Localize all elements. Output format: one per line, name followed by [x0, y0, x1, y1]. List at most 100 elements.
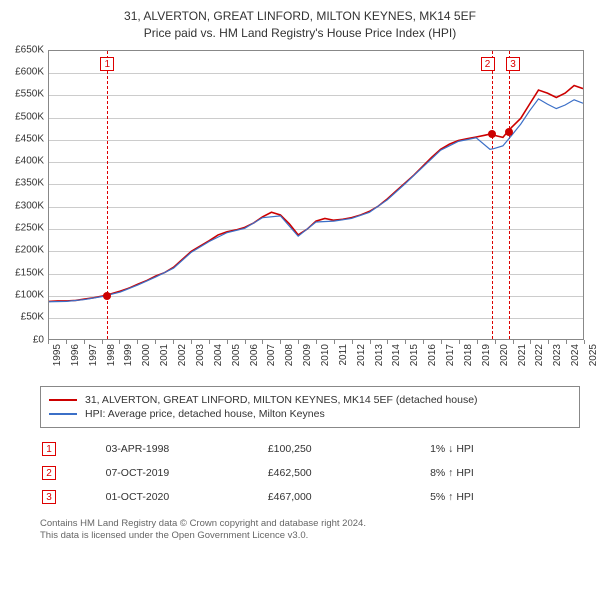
- x-tick: [352, 340, 353, 344]
- legend-label: 31, ALVERTON, GREAT LINFORD, MILTON KEYN…: [85, 394, 478, 406]
- legend: 31, ALVERTON, GREAT LINFORD, MILTON KEYN…: [40, 386, 580, 428]
- x-axis-label: 2014: [391, 344, 402, 384]
- legend-swatch: [49, 413, 77, 415]
- x-axis-label: 2008: [284, 344, 295, 384]
- x-axis-label: 2020: [499, 344, 510, 384]
- x-tick: [209, 340, 210, 344]
- x-axis-label: 2019: [481, 344, 492, 384]
- x-axis-label: 2017: [445, 344, 456, 384]
- x-axis-label: 2005: [231, 344, 242, 384]
- x-axis-label: 2025: [588, 344, 599, 384]
- event-price: £462,500: [268, 462, 428, 484]
- x-axis-label: 2007: [266, 344, 277, 384]
- legend-swatch: [49, 399, 77, 401]
- event-delta: 8% ↑ HPI: [430, 462, 578, 484]
- x-axis-label: 2006: [249, 344, 260, 384]
- x-tick: [191, 340, 192, 344]
- y-axis-label: £300K: [4, 200, 44, 211]
- x-axis-label: 2011: [338, 344, 349, 384]
- x-axis-label: 1997: [88, 344, 99, 384]
- series-hpi: [49, 98, 583, 301]
- legend-label: HPI: Average price, detached house, Milt…: [85, 408, 325, 420]
- x-axis-label: 2018: [463, 344, 474, 384]
- x-tick: [119, 340, 120, 344]
- x-tick: [441, 340, 442, 344]
- x-axis-label: 1995: [52, 344, 63, 384]
- event-price: £467,000: [268, 486, 428, 508]
- y-axis-label: £150K: [4, 267, 44, 278]
- y-axis-label: £500K: [4, 111, 44, 122]
- series-svg: [49, 51, 583, 339]
- x-tick: [548, 340, 549, 344]
- title-line-1: 31, ALVERTON, GREAT LINFORD, MILTON KEYN…: [0, 8, 600, 25]
- y-axis-label: £650K: [4, 44, 44, 55]
- x-axis-label: 2009: [302, 344, 313, 384]
- event-row: 301-OCT-2020£467,0005% ↑ HPI: [42, 486, 578, 508]
- event-date: 03-APR-1998: [106, 438, 266, 460]
- x-axis-label: 1999: [123, 344, 134, 384]
- x-tick: [423, 340, 424, 344]
- x-tick: [566, 340, 567, 344]
- plot-area: 123: [48, 50, 584, 340]
- y-axis-label: £550K: [4, 89, 44, 100]
- x-tick: [405, 340, 406, 344]
- event-row: 2 07-OCT-2019£462,5008% ↑ HPI: [42, 462, 578, 484]
- x-tick: [66, 340, 67, 344]
- chart-title-block: 31, ALVERTON, GREAT LINFORD, MILTON KEYN…: [0, 0, 600, 42]
- x-axis-label: 2021: [517, 344, 528, 384]
- y-axis-label: £100K: [4, 289, 44, 300]
- footer-line-1: Contains HM Land Registry data © Crown c…: [40, 518, 592, 530]
- y-axis-label: £50K: [4, 312, 44, 323]
- y-axis-label: £400K: [4, 156, 44, 167]
- x-tick: [459, 340, 460, 344]
- sale-marker: [103, 292, 111, 300]
- x-tick: [262, 340, 263, 344]
- legend-item: 31, ALVERTON, GREAT LINFORD, MILTON KEYN…: [49, 394, 571, 406]
- x-tick: [48, 340, 49, 344]
- event-tag-cell: 3: [42, 490, 56, 504]
- x-axis-label: 2012: [356, 344, 367, 384]
- x-tick: [137, 340, 138, 344]
- x-tick: [370, 340, 371, 344]
- x-tick: [387, 340, 388, 344]
- x-axis-label: 2023: [552, 344, 563, 384]
- x-axis-label: 1996: [70, 344, 81, 384]
- x-axis-label: 2002: [177, 344, 188, 384]
- x-axis-label: 2004: [213, 344, 224, 384]
- title-line-2: Price paid vs. HM Land Registry's House …: [0, 25, 600, 42]
- x-axis-label: 2003: [195, 344, 206, 384]
- x-tick: [495, 340, 496, 344]
- x-tick: [155, 340, 156, 344]
- footer-line-2: This data is licensed under the Open Gov…: [40, 530, 592, 542]
- legend-item: HPI: Average price, detached house, Milt…: [49, 408, 571, 420]
- y-axis-label: £200K: [4, 245, 44, 256]
- x-tick: [227, 340, 228, 344]
- x-axis-label: 2013: [374, 344, 385, 384]
- x-tick: [530, 340, 531, 344]
- x-axis-label: 2000: [141, 344, 152, 384]
- attribution-footer: Contains HM Land Registry data © Crown c…: [40, 518, 592, 543]
- sale-marker: [505, 128, 513, 136]
- x-tick: [84, 340, 85, 344]
- event-tag-cell: 2: [42, 466, 56, 480]
- y-axis-label: £350K: [4, 178, 44, 189]
- event-date: 07-OCT-2019: [106, 462, 266, 484]
- x-axis-label: 2015: [409, 344, 420, 384]
- x-tick: [298, 340, 299, 344]
- x-axis-label: 1998: [106, 344, 117, 384]
- y-axis-label: £450K: [4, 133, 44, 144]
- y-axis-label: £250K: [4, 223, 44, 234]
- sale-marker: [488, 130, 496, 138]
- x-tick: [513, 340, 514, 344]
- x-tick: [102, 340, 103, 344]
- x-axis-label: 2010: [320, 344, 331, 384]
- series-property: [49, 85, 583, 301]
- x-axis-label: 2024: [570, 344, 581, 384]
- x-tick: [316, 340, 317, 344]
- chart-container: 123 £0£50K£100K£150K£200K£250K£300K£350K…: [8, 50, 592, 380]
- event-price: £100,250: [268, 438, 428, 460]
- event-date: 01-OCT-2020: [106, 486, 266, 508]
- event-row: 103-APR-1998£100,2501% ↓ HPI: [42, 438, 578, 460]
- x-tick: [280, 340, 281, 344]
- x-axis-label: 2022: [534, 344, 545, 384]
